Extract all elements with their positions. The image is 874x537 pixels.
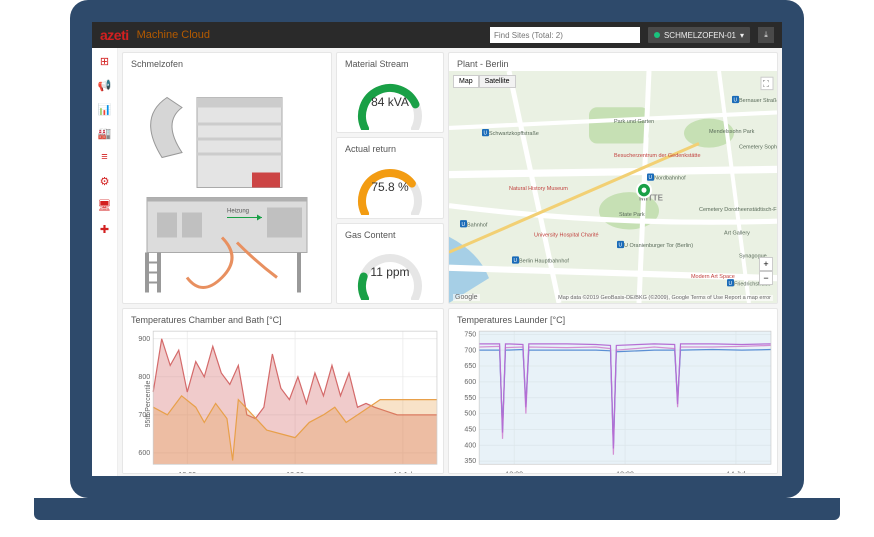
site-selector[interactable]: SCHMELZOFEN-01 ▾ (648, 27, 750, 43)
screen-bezel: azeti Machine Cloud SCHMELZOFEN-01 ▾ ⤓ ⊞… (70, 0, 804, 498)
device-icon[interactable]: 🖥 (98, 198, 112, 212)
svg-text:600: 600 (138, 449, 150, 457)
brand-subtitle: Machine Cloud (137, 29, 210, 41)
zoom-in-button[interactable]: + (759, 257, 773, 271)
gauge-value: 75.8 % (371, 180, 408, 194)
svg-text:550: 550 (464, 394, 476, 402)
svg-text:Cemetery Sophien II: Cemetery Sophien II (739, 145, 777, 151)
chart-area[interactable]: 95th Percentile 60070080090012:0018:0014… (123, 327, 443, 474)
svg-text:700: 700 (464, 346, 476, 354)
machine-panel: Schmelzofen (122, 52, 332, 304)
svg-text:U: U (734, 97, 738, 103)
gauge-gas-content: Gas Content 11 ppm (336, 223, 444, 304)
machine-panel-title: Schmelzofen (123, 53, 331, 71)
svg-text:Cemetery Dorotheenstädtisch-Fr: Cemetery Dorotheenstädtisch-Friedrichswe… (699, 207, 777, 213)
gauge-value: 84 kVA (371, 95, 409, 109)
gauge-actual-return: Actual return 75.8 % (336, 137, 444, 218)
svg-text:12:00: 12:00 (178, 471, 196, 474)
svg-text:Natural History Museum: Natural History Museum (509, 186, 568, 192)
chart-launder-panel: Temperatures Launder [°C] 350 400 450 500 55… (448, 308, 778, 474)
upload-icon: ⤓ (764, 30, 768, 40)
gauge-material-stream: Material Stream 84 kVA (336, 52, 444, 133)
svg-text:University Hospital Charité: University Hospital Charité (534, 233, 599, 239)
settings-icon[interactable]: ⚙ (98, 174, 112, 188)
laptop-base (34, 498, 840, 520)
dashboard-grid: Schmelzofen (118, 48, 782, 476)
brand-logo: azeti (100, 27, 129, 43)
svg-text:U: U (649, 175, 653, 181)
main-layout: ⊞ 📢 📊 🏭 ≡ ⚙ 🖥 ✚ Schmelzofen (92, 48, 782, 476)
svg-text:12:00: 12:00 (505, 471, 523, 474)
svg-text:U: U (619, 242, 623, 248)
svg-text:500: 500 (464, 410, 476, 418)
export-button[interactable]: ⤓ (758, 27, 774, 43)
chart-svg: 60070080090012:0018:0014 Jul (123, 327, 443, 474)
svg-text:900: 900 (138, 335, 150, 343)
help-icon[interactable]: ✚ (98, 222, 112, 236)
svg-text:400: 400 (464, 441, 476, 449)
building-icon[interactable]: 🏭 (98, 126, 112, 140)
map-panel-title: Plant - Berlin (449, 53, 777, 71)
svg-text:Heizung: Heizung (227, 209, 249, 215)
chart-ylabel: 95th Percentile (145, 381, 152, 428)
dashboard-icon[interactable]: ⊞ (98, 54, 112, 68)
svg-text:Schwartzkopffstraße: Schwartzkopffstraße (489, 131, 539, 137)
svg-text:U: U (729, 281, 733, 287)
svg-text:U: U (462, 222, 466, 228)
machine-image: Heizung (123, 71, 331, 304)
zoom-out-button[interactable]: − (759, 271, 773, 285)
map-google-label: Google (453, 294, 480, 301)
gauge-value: 11 ppm (370, 265, 409, 279)
svg-text:450: 450 (464, 425, 476, 433)
site-search-input[interactable] (490, 27, 640, 43)
svg-text:Nordbahnhof: Nordbahnhof (654, 176, 686, 182)
chart-svg: 350 400 450 500 550 600 650 700 750 12:00 18:00 14 … (449, 327, 777, 474)
map-panel: Plant - Berlin Map Satellite USchwartzko… (448, 52, 778, 304)
svg-text:18:00: 18:00 (286, 471, 304, 474)
map-area[interactable]: Map Satellite USchwartzkopffstraßePark u… (449, 71, 777, 303)
laptop-frame: azeti Machine Cloud SCHMELZOFEN-01 ▾ ⤓ ⊞… (70, 0, 804, 520)
svg-text:14 Jul: 14 Jul (394, 471, 413, 474)
chevron-down-icon: ▾ (740, 31, 744, 40)
announce-icon[interactable]: 📢 (98, 78, 112, 92)
svg-text:U: U (514, 258, 518, 264)
svg-text:14 Jul: 14 Jul (727, 471, 746, 474)
chart-area[interactable]: 350 400 450 500 550 600 650 700 750 12:00 18:00 14 … (449, 327, 777, 474)
svg-text:18:00: 18:00 (616, 471, 634, 474)
table-icon[interactable]: ≡ (98, 150, 112, 164)
gauge-title: Actual return (337, 138, 443, 156)
svg-text:Mendelssohn Park: Mendelssohn Park (709, 129, 755, 135)
svg-text:⛶: ⛶ (762, 79, 769, 88)
svg-text:650: 650 (464, 362, 476, 370)
chart-chamber-panel: Temperatures Chamber and Bath [°C] 95th … (122, 308, 444, 474)
map-tab-map[interactable]: Map (453, 75, 479, 88)
map-attribution: Map data ©2019 GeoBasis-DE/BKG (©2009), … (556, 295, 773, 301)
map-zoom-controls: + − (759, 257, 773, 285)
svg-text:Art Gallery: Art Gallery (724, 231, 750, 237)
svg-text:Bahnhof: Bahnhof (467, 222, 488, 228)
chart-title: Temperatures Chamber and Bath [°C] (123, 309, 443, 327)
gauges-column: Material Stream 84 kVA Actual return 75.… (336, 52, 444, 304)
topbar: azeti Machine Cloud SCHMELZOFEN-01 ▾ ⤓ (92, 22, 782, 48)
svg-text:750: 750 (464, 330, 476, 338)
svg-text:Park und Garten: Park und Garten (614, 119, 654, 125)
svg-text:U: U (484, 131, 488, 137)
site-selector-label: SCHMELZOFEN-01 (664, 31, 736, 40)
svg-text:Berlin Hauptbahnhof: Berlin Hauptbahnhof (519, 259, 569, 265)
gauge-title: Gas Content (337, 224, 443, 242)
svg-text:Bernauer Straße: Bernauer Straße (739, 98, 777, 104)
svg-text:State Park: State Park (619, 212, 645, 218)
chart-icon[interactable]: 📊 (98, 102, 112, 116)
sidebar: ⊞ 📢 📊 🏭 ≡ ⚙ 🖥 ✚ (92, 48, 118, 476)
chart-title: Temperatures Launder [°C] (449, 309, 777, 327)
svg-text:Besucherzentrum der Gedenkstät: Besucherzentrum der Gedenkstätte (614, 153, 701, 159)
map-tab-satellite[interactable]: Satellite (479, 75, 516, 88)
svg-text:350: 350 (464, 457, 476, 465)
status-dot-icon (654, 32, 660, 38)
svg-text:U Oranienburger Tor (Berlin): U Oranienburger Tor (Berlin) (624, 243, 693, 249)
screen: azeti Machine Cloud SCHMELZOFEN-01 ▾ ⤓ ⊞… (92, 22, 782, 476)
svg-text:600: 600 (464, 378, 476, 386)
map-svg: USchwartzkopffstraßePark und GartenUBern… (449, 71, 777, 303)
gauge-title: Material Stream (337, 53, 443, 71)
